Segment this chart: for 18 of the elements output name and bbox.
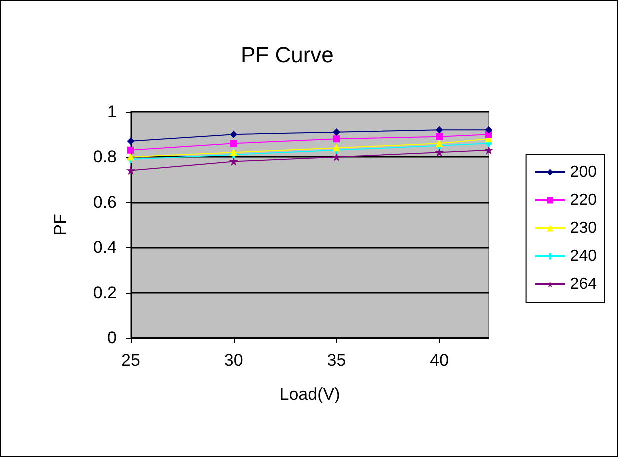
x-tick-label: 35 bbox=[327, 351, 346, 370]
x-axis-title: Load(V) bbox=[280, 385, 340, 404]
x-tick-label: 40 bbox=[430, 351, 450, 370]
x-tick-label: 25 bbox=[122, 351, 140, 370]
legend-label: 230 bbox=[570, 220, 598, 237]
y-tick-label: 0.8 bbox=[93, 148, 117, 167]
y-tick-label: 0.2 bbox=[93, 283, 117, 302]
y-tick-label: 0.4 bbox=[93, 238, 117, 258]
legend-label: 200 bbox=[570, 164, 598, 181]
y-tick-label: 0 bbox=[108, 328, 117, 348]
y-tick-label: 0.6 bbox=[93, 192, 117, 212]
x-tick-label: 30 bbox=[224, 351, 244, 370]
y-axis-title: PF bbox=[51, 214, 70, 236]
legend-label: 220 bbox=[570, 192, 598, 209]
chart-title: PF Curve bbox=[241, 42, 334, 68]
legend-label: 264 bbox=[570, 276, 598, 293]
legend-label: 240 bbox=[570, 248, 598, 265]
y-tick-label: 1 bbox=[108, 102, 117, 122]
